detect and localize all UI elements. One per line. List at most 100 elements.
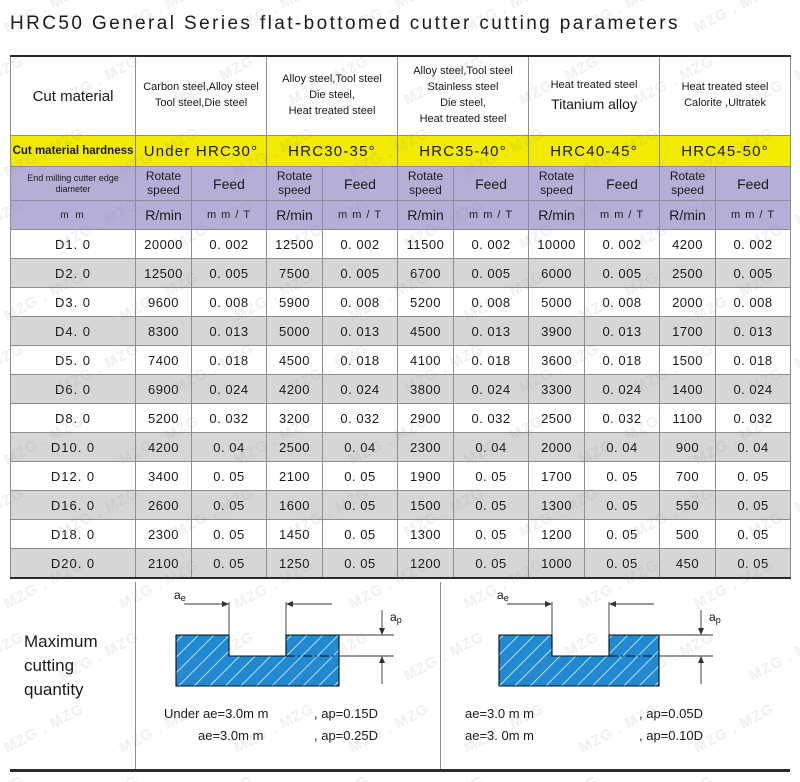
hardness-value-3: HRC35-40° (397, 135, 530, 167)
rotate-speed-cell: 1500 (659, 345, 717, 375)
feed-cell: 0. 05 (453, 461, 530, 491)
material-group-1: Carbon steel,Alloy steel Tool steel,Die s… (135, 55, 267, 136)
slot-cutting-diagram-b: ae ap (497, 588, 721, 687)
material-line: Calorite ,Ultratek (684, 97, 766, 109)
feed-header-2: Feed (321, 166, 399, 201)
rotate-speed-cell: 2300 (397, 432, 455, 462)
material-line: Carbon steel,Alloy steel (143, 81, 259, 94)
diameter-cell: D10. 0 (10, 432, 136, 462)
material-line: Heat treated steel (550, 78, 638, 91)
feed-cell: 0. 008 (453, 287, 530, 317)
feed-unit-3: m m / T (453, 200, 530, 230)
material-line: Die steel, (309, 89, 355, 102)
feed-cell: 0. 05 (715, 548, 792, 579)
diameter-cell: D8. 0 (10, 403, 136, 433)
ap-label-a: ap (390, 610, 402, 625)
diameter-cell: D16. 0 (10, 490, 136, 520)
hardness-value-2: HRC30-35° (265, 135, 399, 167)
rotate-speed-cell: 2100 (135, 548, 192, 579)
workpiece-shape (175, 634, 340, 687)
material-line: Heat treated steel (681, 81, 769, 94)
feed-cell: 0. 032 (191, 403, 267, 433)
rotate-speed-unit-5: R/min (659, 200, 717, 230)
rotate-speed-header-4: Rotate speed (528, 166, 586, 201)
feed-cell: 0. 002 (321, 229, 399, 259)
feed-cell: 0. 032 (453, 403, 530, 433)
cutting-parameters-table: Cut material Carbon steel,Alloy steel Tool… (10, 55, 792, 579)
feed-cell: 0. 005 (584, 258, 661, 288)
feed-cell: 0. 032 (321, 403, 399, 433)
hardness-row: Cut material hardness Under HRC30° HRC30-3… (10, 135, 792, 167)
feed-cell: 0. 008 (191, 287, 267, 317)
rotate-speed-cell: 5200 (135, 403, 192, 433)
rotate-speed-cell: 8300 (135, 316, 192, 346)
feed-cell: 0. 05 (453, 490, 530, 520)
material-group-5: Heat treated steel Calorite ,Ultratek (659, 55, 792, 136)
panel-divider-left (135, 582, 136, 769)
feed-cell: 0. 024 (453, 374, 530, 404)
feed-cell: 0. 005 (321, 258, 399, 288)
feed-cell: 0. 008 (584, 287, 661, 317)
rotate-speed-header-3: Rotate speed (397, 166, 455, 201)
rotate-speed-cell: 3800 (397, 374, 455, 404)
feed-cell: 0. 024 (715, 374, 792, 404)
rotate-speed-cell: 7400 (135, 345, 192, 375)
feed-cell: 0. 05 (191, 461, 267, 491)
panel-a-equation-2-left: ae=3.0m m (198, 728, 264, 743)
rotate-speed-cell: 5200 (397, 287, 455, 317)
feed-cell: 0. 04 (321, 432, 399, 462)
slot-cutting-diagram-a: ae ap (174, 588, 402, 687)
rotate-speed-header-1: Rotate speed (135, 166, 192, 201)
diameter-cell: D12. 0 (10, 461, 136, 491)
rotate-speed-cell: 2500 (528, 403, 586, 433)
ae-label-b: ae (497, 588, 509, 603)
feed-cell: 0. 013 (321, 316, 399, 346)
table-row: D20. 0 2100 0. 05 1250 0. 05 1200 0. 05 1000 0. … (10, 548, 792, 579)
feed-cell: 0. 032 (584, 403, 661, 433)
rotate-speed-cell: 4500 (266, 345, 323, 375)
ap-label-b: ap (709, 610, 721, 625)
feed-cell: 0. 002 (191, 229, 267, 259)
rotate-speed-cell: 2100 (266, 461, 323, 491)
panel-a-equation-2-right: , ap=0.25D (314, 728, 378, 743)
rotate-speed-cell: 2000 (528, 432, 586, 462)
diameter-unit: m m (10, 200, 136, 230)
max-cutting-quantity-section: Maximum cutting quantity (10, 582, 790, 772)
feed-cell: 0. 013 (191, 316, 267, 346)
material-line: Alloy steel,Tool steel (282, 73, 382, 86)
diameter-cell: D6. 0 (10, 374, 136, 404)
feed-cell: 0. 04 (191, 432, 267, 462)
material-group-3: Alloy steel,Tool steel Stainless steel Die… (397, 55, 530, 136)
max-label-line-2: cutting (24, 656, 75, 676)
rotate-speed-cell: 1500 (397, 490, 455, 520)
feed-header-5: Feed (715, 166, 792, 201)
feed-cell: 0. 05 (191, 519, 267, 549)
rotate-speed-cell: 12500 (266, 229, 323, 259)
rotate-speed-cell: 3400 (135, 461, 192, 491)
diameter-cell: D5. 0 (10, 345, 136, 375)
rotate-speed-cell: 1000 (528, 548, 586, 579)
table-row: D4. 0 8300 0. 013 5000 0. 013 4500 0. 013 3900 0… (10, 316, 792, 346)
diameter-cell: D18. 0 (10, 519, 136, 549)
page-title: HRC50 General Series flat-bottomed cutte… (10, 13, 680, 34)
feed-cell: 0. 05 (584, 490, 661, 520)
cut-material-label: Cut material (10, 55, 136, 136)
material-line: Titanium alloy (551, 95, 637, 112)
feed-cell: 0. 002 (715, 229, 792, 259)
diameter-cell: D3. 0 (10, 287, 136, 317)
feed-cell: 0. 005 (453, 258, 530, 288)
max-label-line-1: Maximum (24, 632, 98, 651)
rotate-speed-cell: 6000 (528, 258, 586, 288)
rotate-speed-unit-1: R/min (135, 200, 192, 230)
rotate-speed-cell: 1300 (528, 490, 586, 520)
panel-b-equation-1-left: ae=3.0 m m (465, 706, 535, 721)
rotate-speed-cell: 4500 (397, 316, 455, 346)
rotate-speed-cell: 20000 (135, 229, 192, 259)
rotate-speed-unit-2: R/min (266, 200, 323, 230)
feed-cell: 0. 05 (321, 519, 399, 549)
table-row: D1. 0 20000 0. 002 12500 0. 002 11500 0. 002 10… (10, 229, 792, 259)
feed-cell: 0. 018 (321, 345, 399, 375)
cutting-diagram-panel-a: ae ap Under ae=3.0m m , ap=0.15D ae=3.0m… (136, 582, 440, 772)
max-cutting-quantity-label: Maximum cutting quantity (24, 630, 98, 702)
hardness-value-5: HRC45-50° (659, 135, 792, 167)
